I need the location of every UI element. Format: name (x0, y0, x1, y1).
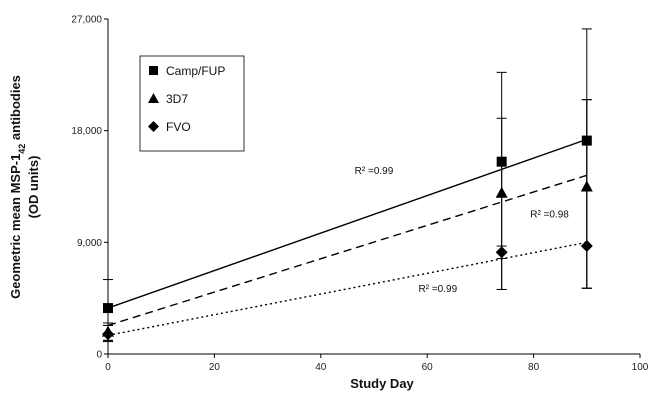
axes: 0 9,000 18,000 27,000 0 20 40 60 80 100 (71, 15, 648, 374)
y-axis-title-suffix: antibodies (8, 75, 23, 144)
x-tick-label: 0 (105, 362, 111, 373)
y-tick-label: 18,000 (71, 126, 102, 137)
y-tick-label: 27,000 (71, 15, 102, 26)
data-point-fvo (580, 240, 593, 253)
trendline-camp-fup (107, 138, 588, 309)
y-tick-label: 0 (96, 350, 102, 361)
data-point-camp-fup (581, 135, 592, 146)
trendlines (107, 138, 588, 337)
trendline-3d7 (107, 174, 588, 327)
x-tick-label: 20 (209, 362, 221, 373)
data-point-camp-fup (103, 303, 113, 314)
legend: Camp/FUP 3D7 FVO (139, 55, 245, 152)
r2-annotation: R² =0.98 (530, 210, 569, 221)
legend-label-3d7: 3D7 (166, 92, 188, 106)
y-axis-title-subscript: 42 (17, 144, 27, 154)
y-axis-title: Geometric mean MSP-142 antibodies (OD un… (8, 75, 41, 299)
x-tick-label: 80 (528, 362, 540, 373)
y-axis-title-line2: (OD units) (26, 156, 41, 219)
data-point-fvo (102, 328, 114, 341)
data-point-camp-fup (496, 156, 507, 167)
legend-marker-3d7 (148, 93, 159, 103)
y-tick-label: 9,000 (77, 238, 102, 249)
legend-marker-camp-fup (149, 66, 158, 75)
legend-marker-fvo (148, 121, 159, 132)
data-point-fvo (495, 246, 508, 259)
x-tick-label: 40 (315, 362, 327, 373)
r2-annotation: R² =0.99 (355, 166, 394, 177)
data-point-3d7 (495, 186, 508, 198)
legend-label-fvo: FVO (166, 120, 191, 134)
data-markers (102, 135, 593, 341)
annotations: R² =0.99 R² =0.98 R² =0.99 (355, 166, 570, 295)
x-tick-label: 60 (422, 362, 434, 373)
r2-annotation: R² =0.99 (419, 284, 458, 295)
x-tick-label: 100 (632, 362, 649, 373)
x-axis-title: Study Day (350, 376, 414, 391)
trendline-fvo (107, 241, 587, 337)
legend-label-camp-fup: Camp/FUP (166, 64, 225, 78)
y-axis-title-line1: Geometric mean MSP-142 antibodies (8, 75, 27, 299)
data-point-3d7 (580, 180, 593, 192)
y-axis-title-prefix: Geometric mean MSP-1 (8, 154, 23, 299)
